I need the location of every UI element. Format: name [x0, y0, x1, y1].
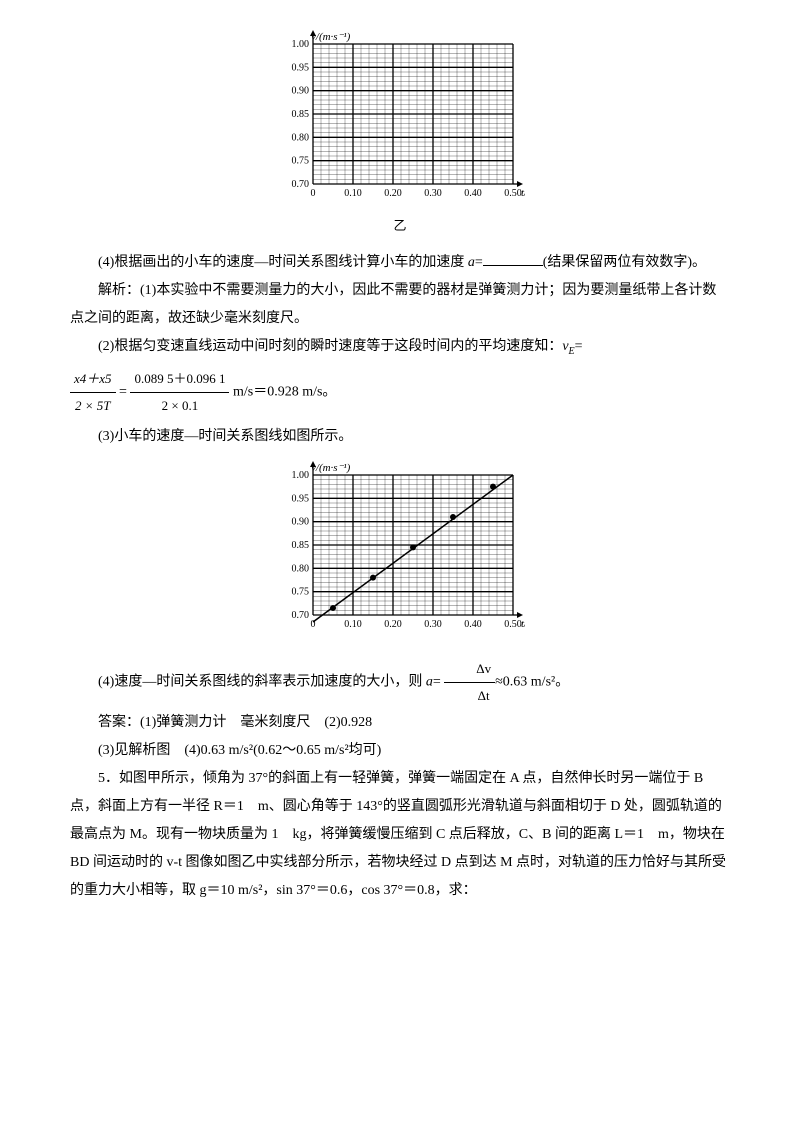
frac2: 0.089 5＋0.096 1 2 × 0.1	[130, 366, 229, 419]
frac3: Δv Δt	[444, 656, 495, 709]
sol4-a: (4)速度—时间关系图线的斜率表示加速度的大小，则	[98, 675, 426, 690]
svg-text:0.30: 0.30	[424, 188, 442, 199]
svg-text:0.30: 0.30	[424, 619, 442, 630]
q4-text-a: (4)根据画出的小车的速度—时间关系图线计算小车的加速度	[98, 255, 468, 270]
q4-text-c: (结果保留两位有效数字)。	[543, 255, 706, 270]
svg-text:0.20: 0.20	[384, 619, 402, 630]
sol2-eq: =	[575, 339, 583, 354]
answer-2: (3)见解析图 (4)0.63 m/s²(0.62～0.65 m/s²均可)	[70, 737, 730, 765]
svg-text:0.80: 0.80	[292, 563, 310, 574]
svg-text:0.50: 0.50	[504, 188, 522, 199]
frac3-num: Δv	[444, 656, 495, 683]
svg-text:1.00: 1.00	[292, 470, 310, 481]
svg-text:v/(m·s⁻¹): v/(m·s⁻¹)	[311, 31, 351, 43]
svg-text:0.75: 0.75	[292, 586, 310, 597]
sol2-tail: m/s＝0.928 m/s。	[233, 385, 336, 400]
frac1: x4＋x5 2 × 5T	[70, 366, 116, 419]
svg-text:0: 0	[311, 188, 316, 199]
sol4-var: a	[426, 675, 433, 690]
svg-text:0.50: 0.50	[504, 619, 522, 630]
frac2-den: 2 × 0.1	[130, 393, 229, 419]
solution-2-fraction-line: x4＋x5 2 × 5T = 0.089 5＋0.096 1 2 × 0.1 m…	[70, 366, 730, 419]
svg-text:0.95: 0.95	[292, 62, 310, 73]
solution-1: 解析：(1)本实验中不需要测量力的大小，因此不需要的器材是弹簧测力计；因为要测量…	[70, 277, 730, 333]
sol4-tail: ≈0.63 m/s²。	[495, 675, 569, 690]
svg-text:0.70: 0.70	[292, 179, 310, 190]
chart-blank-caption: 乙	[70, 213, 730, 239]
svg-text:t/s: t/s	[521, 187, 525, 199]
solution-2a: (2)根据匀变速直线运动中间时刻的瞬时速度等于这段时间内的平均速度知：vE=	[70, 333, 730, 362]
svg-text:v/(m·s⁻¹): v/(m·s⁻¹)	[311, 462, 351, 474]
svg-text:0.90: 0.90	[292, 516, 310, 527]
svg-text:1.00: 1.00	[292, 39, 310, 50]
frac1-den: 2 × 5T	[70, 393, 116, 419]
svg-text:0.75: 0.75	[292, 156, 310, 167]
q4-eq: =	[475, 255, 483, 270]
solution-4: (4)速度—时间关系图线的斜率表示加速度的大小，则 a= Δv Δt ≈0.63…	[70, 656, 730, 709]
svg-text:0.85: 0.85	[292, 109, 310, 120]
q4-blank	[483, 251, 543, 266]
frac-eq1: =	[119, 385, 127, 400]
answer-1: 答案：(1)弹簧测力计 毫米刻度尺 (2)0.928	[70, 709, 730, 737]
frac3-den: Δt	[444, 683, 495, 709]
svg-text:0.85: 0.85	[292, 540, 310, 551]
frac1-num: x4＋x5	[70, 366, 116, 393]
svg-text:0.80: 0.80	[292, 132, 310, 143]
question-4: (4)根据画出的小车的速度—时间关系图线计算小车的加速度 a= (结果保留两位有效…	[70, 249, 730, 277]
svg-text:t/s: t/s	[521, 618, 525, 630]
svg-text:0.40: 0.40	[464, 619, 482, 630]
svg-text:0.10: 0.10	[344, 188, 362, 199]
svg-text:0.95: 0.95	[292, 493, 310, 504]
question-5: 5．如图甲所示，倾角为 37°的斜面上有一轻弹簧，弹簧一端固定在 A 点，自然伸…	[70, 765, 730, 905]
solution-3: (3)小车的速度—时间关系图线如图所示。	[70, 423, 730, 451]
frac2-num: 0.089 5＋0.096 1	[130, 366, 229, 393]
chart-blank-container: 0 0.10 0.20 0.30 0.40 0.50 0.70 0.75 0.80 0.85 0.9…	[70, 30, 730, 239]
svg-text:0.20: 0.20	[384, 188, 402, 199]
svg-text:0.70: 0.70	[292, 610, 310, 621]
chart-blank: 0 0.10 0.20 0.30 0.40 0.50 0.70 0.75 0.80 0.85 0.9…	[275, 30, 525, 204]
svg-text:0.90: 0.90	[292, 86, 310, 97]
svg-text:0.40: 0.40	[464, 188, 482, 199]
chart-answer: 00.100.200.300.400.500.700.750.800.850.9…	[275, 461, 525, 635]
sol2-text: (2)根据匀变速直线运动中间时刻的瞬时速度等于这段时间内的平均速度知：	[98, 339, 562, 354]
q4-var: a	[468, 255, 475, 270]
svg-text:0.10: 0.10	[344, 619, 362, 630]
chart-answer-container: 00.100.200.300.400.500.700.750.800.850.9…	[70, 461, 730, 646]
sol4-eq: =	[433, 675, 441, 690]
